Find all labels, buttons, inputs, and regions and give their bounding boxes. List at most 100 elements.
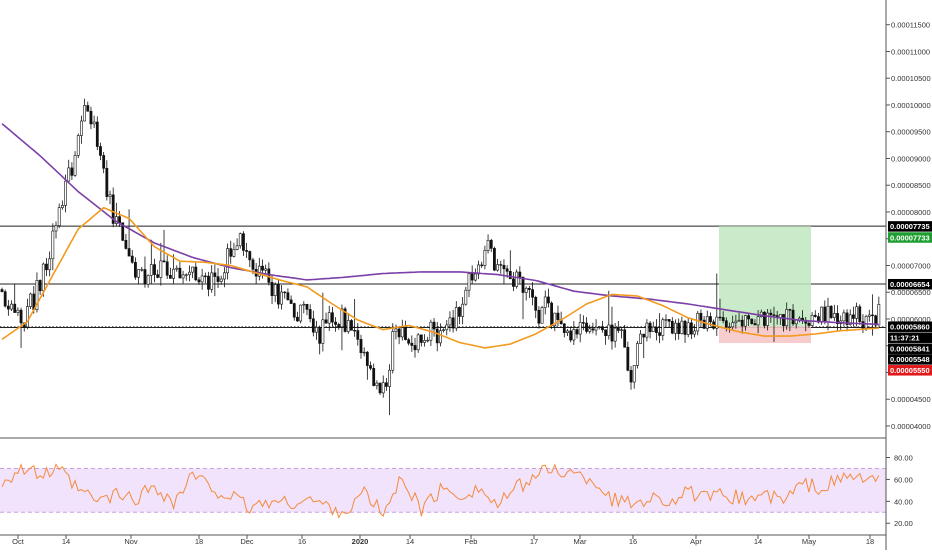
candle-body	[207, 275, 210, 290]
candle-body	[813, 314, 817, 317]
candle-body	[769, 312, 773, 316]
candle-body	[785, 309, 789, 327]
candle-body	[524, 287, 528, 293]
candle-body	[601, 326, 604, 331]
candle-body	[308, 309, 312, 320]
candle-body	[540, 307, 544, 324]
candle-body	[674, 322, 677, 334]
candle-body	[861, 321, 865, 329]
candle-body	[848, 314, 852, 325]
candle-body	[10, 303, 13, 310]
candle-body	[184, 274, 188, 276]
price-label-bg	[888, 365, 932, 376]
candle-body	[73, 155, 77, 176]
candle-body	[86, 105, 90, 112]
candle-body	[137, 269, 141, 278]
x-tick-label: May	[802, 537, 816, 546]
candle-body	[461, 303, 465, 317]
candle-body	[591, 328, 595, 331]
candle-body	[353, 329, 357, 332]
rsi-band	[0, 468, 886, 513]
candle-body	[267, 268, 271, 283]
candle-body	[553, 312, 557, 326]
candle-body	[566, 330, 569, 333]
price-label-text: 0.00007735	[890, 222, 930, 231]
price-chart[interactable]	[0, 98, 886, 416]
candle-body	[245, 250, 249, 252]
x-tick-label: 18	[195, 537, 203, 546]
candle-body	[149, 264, 153, 276]
y-tick-label: 0.00007000	[891, 261, 931, 270]
candle-body	[820, 306, 824, 323]
candle-body	[16, 309, 20, 313]
candle-body	[642, 333, 646, 338]
candle-body	[527, 287, 531, 290]
candle-body	[235, 245, 239, 250]
candle-body	[264, 268, 268, 271]
background-layer	[0, 467, 886, 513]
candle-body	[334, 321, 337, 325]
price-label-text: 0.00007733	[890, 233, 930, 242]
candle-body	[721, 317, 725, 322]
candle-body	[543, 296, 547, 308]
candle-body	[756, 316, 760, 326]
candle-body	[57, 207, 61, 226]
candle-body	[375, 382, 379, 386]
candle-body	[689, 322, 693, 335]
candle-body	[658, 332, 662, 336]
candle-body	[515, 271, 519, 287]
candle-body	[194, 266, 198, 281]
candle-body	[102, 155, 106, 169]
candle-body	[731, 322, 735, 328]
rsi-line	[1, 463, 880, 519]
price-label-text: 0.00005550	[890, 366, 930, 375]
candle-body	[229, 248, 233, 257]
candle-body	[502, 264, 506, 270]
candle-body	[400, 327, 404, 338]
candle-body	[680, 320, 684, 335]
candle-body	[302, 303, 306, 306]
candle-body	[181, 274, 185, 279]
candle-body	[734, 320, 738, 324]
price-label: 0.00005548	[888, 354, 932, 365]
candle-body	[70, 167, 74, 176]
candle-body	[439, 330, 442, 344]
candle-body	[394, 328, 398, 332]
x-tick-label: 14	[754, 537, 762, 546]
candle-body	[346, 320, 350, 332]
candle-body	[661, 319, 665, 336]
candle-body	[696, 312, 700, 332]
candle-body	[724, 320, 728, 328]
candle-body	[616, 327, 620, 331]
candle-body	[340, 308, 344, 328]
candle-body	[766, 312, 770, 326]
price-label-text: 0.00005841	[890, 344, 930, 353]
candle-body	[807, 322, 811, 326]
y-tick-label: 0.00010000	[891, 101, 931, 110]
candle-body	[369, 365, 372, 369]
candle-body	[350, 320, 353, 331]
rsi-chart[interactable]	[1, 463, 880, 519]
candle-body	[45, 263, 48, 271]
candle-body	[270, 282, 274, 296]
candle-body	[416, 334, 420, 351]
position-target-zone[interactable]	[719, 226, 811, 327]
candle-body	[159, 260, 163, 278]
candle-body	[311, 318, 315, 333]
candle-body	[445, 324, 449, 331]
candle-body	[426, 339, 430, 342]
candle-body	[670, 320, 674, 334]
candle-body	[855, 306, 858, 319]
candle-body	[343, 308, 347, 332]
candle-body	[315, 327, 318, 333]
candle-body	[575, 329, 579, 335]
candle-body	[782, 314, 785, 327]
price-label-bg	[888, 232, 932, 243]
candle-body	[153, 264, 156, 275]
y-tick-label: 0.00006500	[891, 288, 931, 297]
candle-body	[845, 312, 849, 325]
candle-body	[864, 316, 868, 329]
candle-body	[200, 275, 204, 283]
candle-body	[483, 250, 487, 266]
